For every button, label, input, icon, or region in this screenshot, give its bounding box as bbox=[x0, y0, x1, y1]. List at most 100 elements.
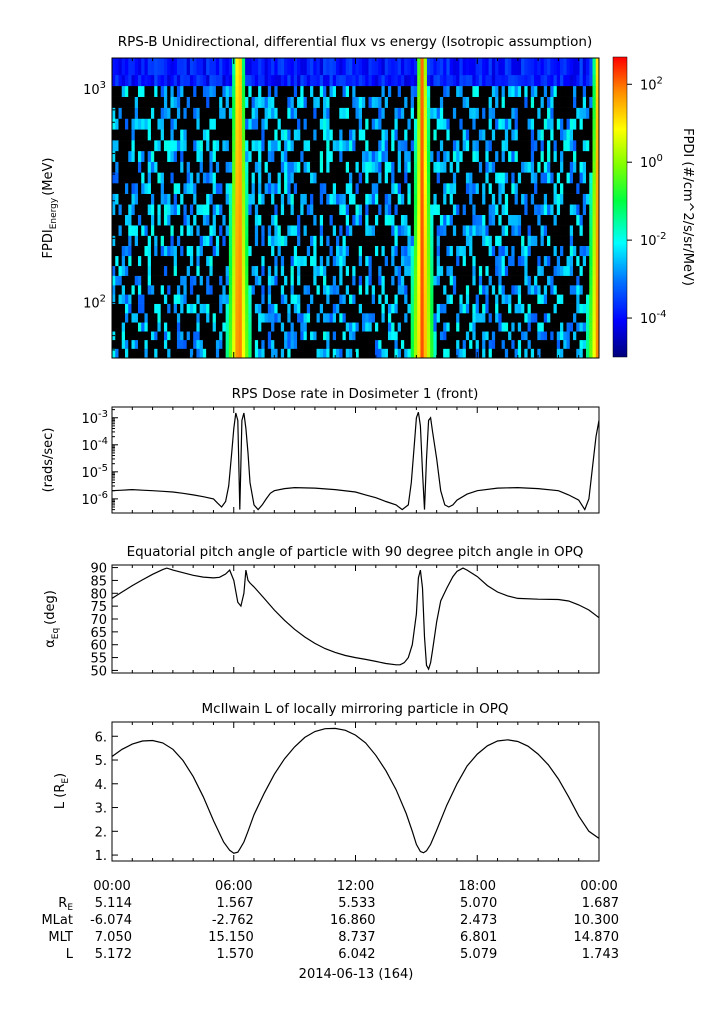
spectrogram-cell bbox=[391, 245, 395, 257]
spectrogram-cell bbox=[517, 214, 522, 226]
spectrogram-cell bbox=[469, 150, 473, 162]
spectrogram-cell bbox=[222, 118, 227, 130]
spectrogram-cell bbox=[215, 161, 220, 173]
spectrogram-cell bbox=[443, 161, 447, 173]
spectrogram-cell bbox=[543, 161, 548, 173]
spectrogram-cell bbox=[147, 74, 152, 87]
spectrogram-cell bbox=[400, 312, 405, 323]
spectrogram-cell bbox=[462, 193, 467, 205]
spectrogram-cell bbox=[112, 58, 116, 76]
spectrogram-cell bbox=[339, 285, 343, 295]
spectrogram-cell bbox=[465, 129, 470, 141]
spectrogram-cell bbox=[569, 129, 574, 141]
spectrogram-cell bbox=[550, 85, 554, 97]
spectrogram-cell bbox=[163, 225, 168, 236]
spectrogram-cell bbox=[524, 74, 528, 87]
spectrogram-cell bbox=[316, 150, 321, 162]
spectrogram-cell bbox=[193, 214, 197, 226]
spectrogram-cell bbox=[534, 294, 538, 304]
spectrogram-cell bbox=[319, 172, 324, 184]
spectrogram-cell bbox=[436, 331, 441, 341]
spectrogram-cell bbox=[251, 183, 256, 194]
spectrogram-cell bbox=[189, 331, 194, 341]
spectrogram-cell bbox=[134, 235, 139, 247]
spectrogram-cell bbox=[124, 172, 129, 184]
spectrogram-cell bbox=[290, 339, 295, 349]
spectrogram-cell bbox=[368, 85, 373, 97]
spectrogram-cell bbox=[543, 245, 548, 257]
spectrogram-cell bbox=[316, 339, 321, 349]
spectrogram-cell bbox=[264, 245, 269, 257]
spectrogram-cell bbox=[167, 322, 171, 332]
spectrogram-cell bbox=[183, 129, 188, 141]
spectrogram-cell bbox=[258, 118, 262, 130]
spectrogram-cell bbox=[404, 285, 408, 295]
spectrogram-cell bbox=[413, 140, 418, 152]
spectrogram-cell bbox=[586, 161, 590, 173]
spectrogram-cell bbox=[306, 235, 311, 247]
spectrogram-cell bbox=[267, 193, 272, 205]
spectrogram-cell bbox=[274, 294, 278, 304]
spectrogram-cell bbox=[264, 225, 269, 236]
spectrogram-cell bbox=[319, 107, 324, 119]
spectrogram-cell bbox=[491, 193, 496, 205]
spectrogram-cell bbox=[361, 245, 366, 257]
spectrogram-cell bbox=[248, 294, 253, 304]
spectrogram-cell bbox=[501, 172, 506, 184]
spectrogram-cell bbox=[462, 255, 467, 267]
spectrogram-cell bbox=[391, 255, 395, 267]
series-line bbox=[111, 567, 600, 671]
spectrogram-cell bbox=[579, 118, 584, 130]
spectrogram-cell bbox=[163, 265, 168, 276]
spectrogram-cell bbox=[254, 129, 259, 141]
spectrogram-cell bbox=[180, 294, 184, 304]
spectrogram-cell bbox=[592, 255, 597, 267]
spectrogram-cell bbox=[394, 255, 399, 267]
spectrogram-cell bbox=[147, 245, 152, 257]
spectrogram-cell bbox=[352, 161, 356, 173]
spectrogram-cell bbox=[112, 161, 116, 173]
spectrogram-cell bbox=[423, 107, 428, 119]
spectrogram-cell bbox=[527, 74, 532, 87]
spectrogram-cell bbox=[235, 150, 240, 162]
spectrogram-cell bbox=[306, 214, 311, 226]
spectrogram-cell bbox=[563, 339, 567, 349]
spectrogram-cell bbox=[404, 107, 408, 119]
spectrogram-cell bbox=[199, 303, 204, 314]
spectrogram-cell bbox=[361, 204, 366, 216]
spectrogram-cell bbox=[326, 235, 330, 247]
spectrogram-cell bbox=[202, 118, 207, 130]
spectrogram-cell bbox=[387, 118, 392, 130]
spectrogram-cell bbox=[287, 225, 291, 236]
spectrogram-cell bbox=[553, 312, 558, 323]
spectrogram-cell bbox=[553, 183, 558, 194]
spectrogram-cell bbox=[582, 107, 587, 119]
spectrogram-cell bbox=[378, 140, 382, 152]
spectrogram-cell bbox=[313, 150, 317, 162]
spectrogram-cell bbox=[316, 140, 321, 152]
spectrogram-cell bbox=[407, 183, 412, 194]
spectrogram-cell bbox=[491, 118, 496, 130]
spectrogram-cell bbox=[537, 235, 541, 247]
spectrogram-cell bbox=[586, 245, 590, 257]
spectrogram-cell bbox=[290, 331, 295, 341]
spectrogram-cell bbox=[423, 265, 428, 276]
spectrogram-cell bbox=[553, 225, 558, 236]
spectrogram-cell bbox=[387, 275, 392, 286]
spectrogram-cell bbox=[124, 348, 129, 358]
spectrogram-cell bbox=[186, 74, 191, 87]
spectrogram-cell bbox=[196, 331, 201, 341]
spectrogram-cell bbox=[436, 107, 441, 119]
spectrogram-cell bbox=[374, 312, 379, 323]
spectrogram-cell bbox=[212, 348, 217, 358]
spectrogram-cell bbox=[592, 339, 597, 349]
spectrogram-cell bbox=[400, 255, 405, 267]
spectrogram-cell bbox=[323, 275, 327, 286]
spectrogram-cell bbox=[277, 140, 282, 152]
spectrogram-cell bbox=[449, 285, 454, 295]
spectrogram-cell bbox=[582, 140, 587, 152]
spectrogram-cell bbox=[439, 294, 444, 304]
spectrogram-cell bbox=[358, 275, 363, 286]
spectrogram-cell bbox=[150, 204, 155, 216]
spectrogram-cell bbox=[407, 255, 412, 267]
